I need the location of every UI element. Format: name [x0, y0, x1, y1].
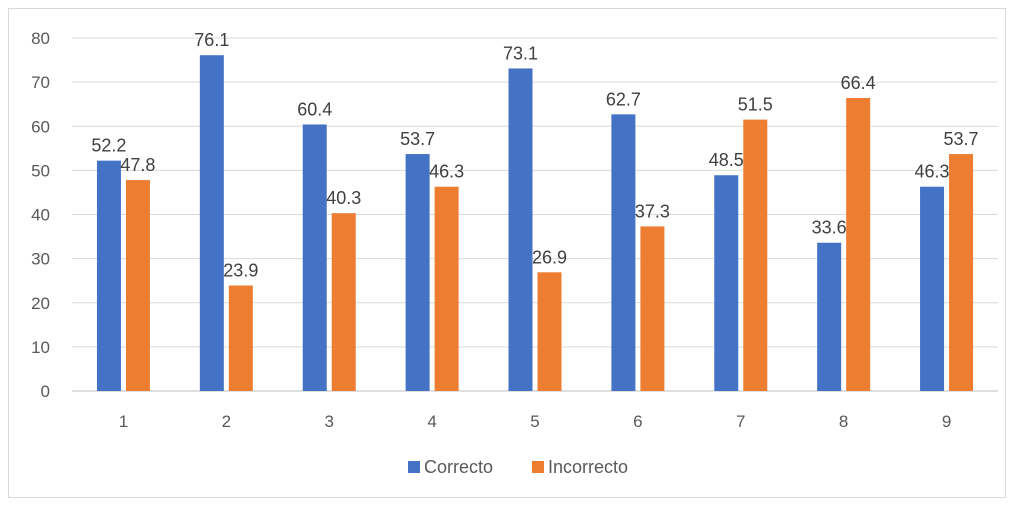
data-label-correcto: 76.1	[194, 30, 229, 50]
bar-incorrecto	[125, 180, 150, 391]
x-tick-label: 2	[222, 412, 231, 431]
gridlines	[72, 37, 998, 392]
legend: Correcto Incorrecto	[408, 457, 628, 477]
bar-correcto	[920, 186, 945, 391]
bar-incorrecto	[743, 119, 768, 391]
y-tick-label: 10	[31, 338, 50, 357]
bar-correcto	[199, 55, 224, 392]
data-labels: 52.247.8 76.1 23.9 60.4 40.3 53.7 46.3 73.1 26.9…	[91, 30, 978, 280]
legend-label-incorrecto: Incorrecto	[548, 457, 628, 477]
y-tick-label: 60	[31, 117, 50, 136]
bar-incorrecto	[228, 285, 253, 391]
data-label-correcto: 33.6	[812, 218, 847, 238]
x-tick-label: 6	[633, 412, 642, 431]
legend-swatch-incorrecto	[532, 461, 544, 473]
data-label-incorrecto: 37.3	[635, 201, 670, 221]
y-tick-label: 30	[31, 250, 50, 269]
bar-correcto	[508, 68, 533, 391]
legend-label-correcto: Correcto	[424, 457, 493, 477]
data-label-correcto: 60.4	[297, 99, 332, 119]
x-tick-label: 8	[839, 412, 848, 431]
data-label-correcto: 53.7	[400, 129, 435, 149]
y-tick-label: 80	[31, 29, 50, 48]
x-tick-label: 3	[324, 412, 333, 431]
data-label-correcto: 48.5	[709, 150, 744, 170]
x-tick-label: 7	[736, 412, 745, 431]
data-label-incorrecto: 66.4	[841, 73, 876, 93]
x-tick-label: 1	[119, 412, 128, 431]
data-label-incorrecto: 23.9	[223, 261, 258, 281]
x-tick-label: 4	[427, 412, 436, 431]
bar-correcto	[611, 114, 636, 392]
y-tick-label: 70	[31, 73, 50, 92]
y-tick-label: 20	[31, 294, 50, 313]
data-label-incorrecto: 46.3	[429, 162, 464, 182]
data-label-incorrecto: 40.3	[326, 188, 361, 208]
bar-correcto	[714, 175, 739, 391]
y-tick-label: 0	[41, 382, 50, 401]
data-label-incorrecto: 26.9	[532, 247, 567, 267]
bar-correcto	[405, 154, 430, 391]
x-tick-label: 5	[530, 412, 539, 431]
bar-incorrecto	[846, 98, 871, 391]
data-label-correcto: 46.3	[915, 162, 950, 182]
data-label-correcto: 62.7	[606, 89, 641, 109]
data-label-incorrecto: 51.5	[738, 95, 773, 115]
data-label-correcto: 73.1	[503, 43, 538, 63]
data-label-incorrecto: 53.7	[944, 129, 979, 149]
bar-incorrecto	[640, 226, 665, 391]
legend-swatch-correcto	[408, 461, 420, 473]
bar-correcto	[817, 242, 842, 391]
bar-incorrecto	[537, 272, 562, 391]
bar-incorrecto	[331, 213, 356, 391]
y-tick-label: 50	[31, 161, 50, 180]
bar-correcto	[302, 124, 327, 392]
bar-incorrecto	[949, 154, 974, 391]
bar-correcto	[96, 160, 121, 391]
data-label-incorrecto: 47.8	[120, 155, 155, 175]
y-axis: 0 10 20 30 40 50 60 70 80	[31, 29, 50, 401]
x-axis: 1 2 3 4 5 6 7 8 9	[119, 412, 952, 431]
bar-incorrecto	[434, 186, 459, 391]
data-label-correcto: 52.2	[91, 136, 126, 156]
x-tick-label: 9	[942, 412, 951, 431]
y-tick-label: 40	[31, 206, 50, 225]
bars	[96, 55, 974, 392]
